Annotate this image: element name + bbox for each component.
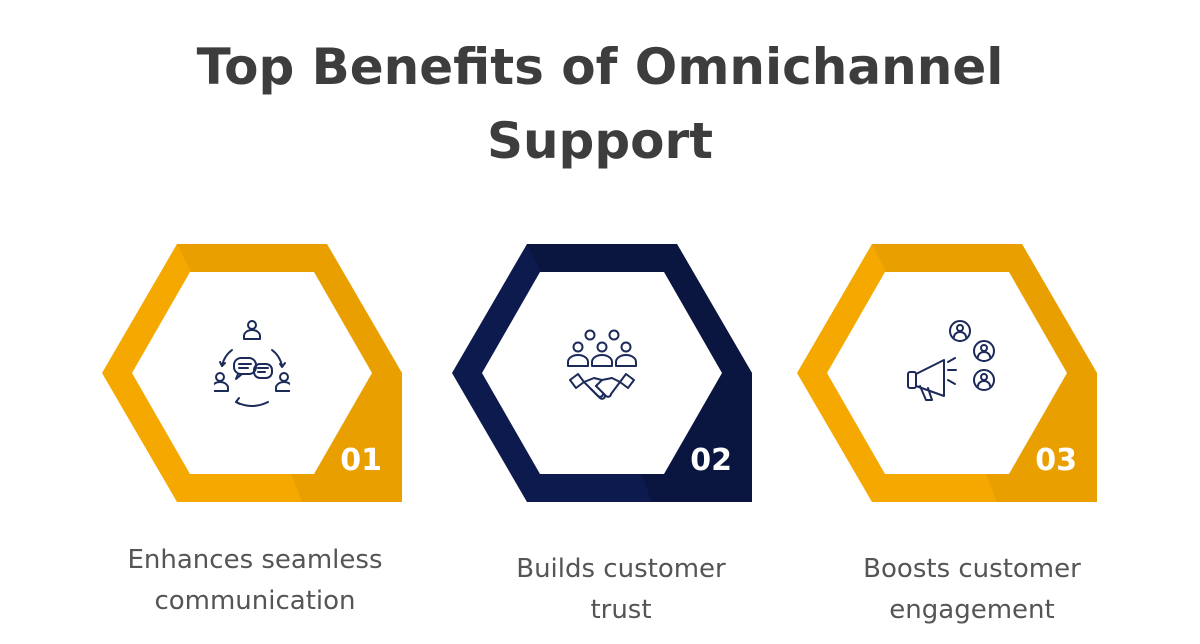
benefit-number: 01 bbox=[340, 443, 382, 478]
title-line-2: Support bbox=[486, 112, 714, 170]
hexagon-frame-gold bbox=[797, 244, 1097, 502]
megaphone-users-icon bbox=[907, 320, 995, 401]
hexagon-frame-navy bbox=[452, 244, 752, 502]
caption-line: Builds customer bbox=[516, 554, 726, 584]
handshake-group-icon bbox=[567, 329, 637, 400]
caption-line: engagement bbox=[889, 595, 1055, 625]
benefit-number: 03 bbox=[1035, 443, 1077, 478]
team-communication-icon bbox=[214, 320, 290, 407]
benefit-caption-1: Enhances seamless communication bbox=[85, 540, 425, 622]
page-title: Top Benefits of Omnichannel Support bbox=[0, 30, 1200, 178]
caption-line: Enhances seamless bbox=[127, 545, 383, 575]
benefit-card-2: 02 bbox=[452, 244, 752, 502]
caption-line: Boosts customer bbox=[863, 554, 1081, 584]
benefit-caption-3: Boosts customer engagement bbox=[802, 549, 1142, 631]
caption-line: communication bbox=[154, 586, 356, 616]
benefit-card-1: 01 bbox=[102, 244, 402, 502]
caption-line: trust bbox=[590, 595, 652, 625]
benefit-caption-2: Builds customer trust bbox=[451, 549, 791, 631]
benefit-number: 02 bbox=[690, 443, 732, 478]
title-line-1: Top Benefits of Omnichannel bbox=[196, 38, 1004, 96]
benefit-card-3: 03 bbox=[797, 244, 1097, 502]
